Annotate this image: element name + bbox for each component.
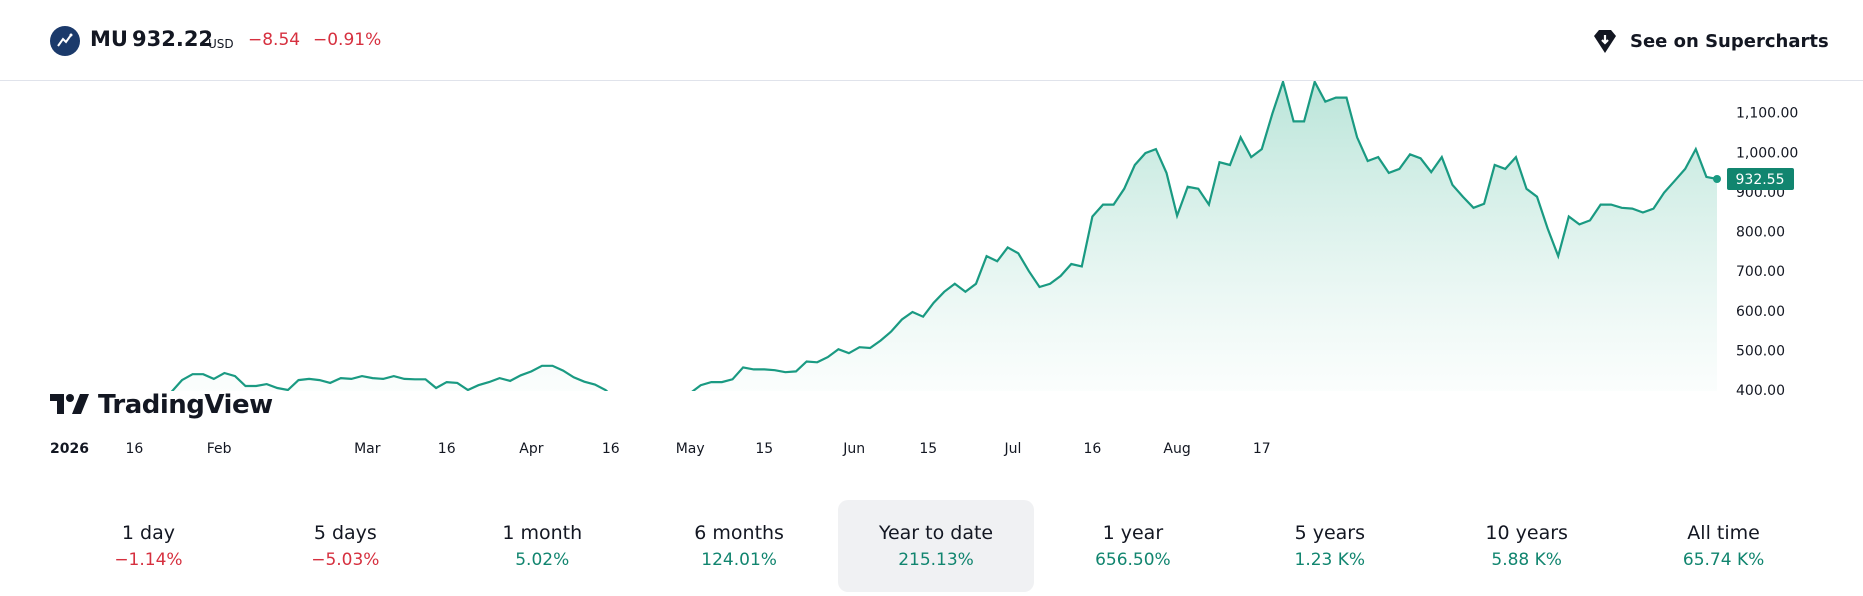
period-label: Year to date xyxy=(878,522,994,544)
period-label: All time xyxy=(1687,522,1760,544)
period-button-1-month[interactable]: 1 month 5.02% xyxy=(444,500,641,592)
x-axis-tick-label: 15 xyxy=(919,441,937,457)
period-label: 1 year xyxy=(1102,522,1164,544)
period-button-all-time[interactable]: All time 65.74 K% xyxy=(1625,500,1822,592)
period-label: 5 days xyxy=(313,522,377,544)
y-axis-tick-label: 700.00 xyxy=(1736,264,1785,280)
last-price-badge-label: 932.55 xyxy=(1736,172,1785,188)
period-label: 1 day xyxy=(121,522,175,544)
last-price-badge xyxy=(1727,168,1794,190)
period-change-value: 215.13% xyxy=(898,550,974,570)
x-axis-tick-label: Jul xyxy=(1004,441,1022,457)
period-label: 6 months xyxy=(694,522,784,544)
period-label: 5 years xyxy=(1294,522,1365,544)
price-area-fill xyxy=(55,81,1717,391)
currency-label: USD xyxy=(208,37,234,51)
x-axis-tick-label: 16 xyxy=(438,441,456,457)
x-axis-tick-label: 2026 xyxy=(50,441,89,457)
period-label: 1 month xyxy=(502,522,583,544)
x-axis-tick-label: May xyxy=(676,441,705,457)
symbol-header: MU 932.22 USD −8.54 −0.91% See on Superc… xyxy=(0,0,1863,81)
last-price-marker xyxy=(1713,175,1721,183)
period-label: 10 years xyxy=(1485,522,1568,544)
performance-periods: 1 day −1.14% 5 days −5.03% 1 month 5.02% 6 mon… xyxy=(50,500,1822,592)
tradingview-logo[interactable]: TradingView xyxy=(50,390,273,420)
y-axis-tick-label: 500.00 xyxy=(1736,343,1785,359)
y-axis-tick-label: 600.00 xyxy=(1736,304,1785,320)
period-button-1-day[interactable]: 1 day −1.14% xyxy=(50,500,247,592)
period-change-value: −5.03% xyxy=(311,550,380,570)
see-on-supercharts-button[interactable]: See on Supercharts xyxy=(1590,24,1829,58)
micron-logo-icon xyxy=(50,26,80,56)
price-change-percent: −0.91% xyxy=(313,30,382,50)
x-axis-tick-label: 16 xyxy=(1083,441,1101,457)
x-axis-tick-label: 16 xyxy=(602,441,620,457)
period-change-value: 124.01% xyxy=(701,550,777,570)
period-button-6-months[interactable]: 6 months 124.01% xyxy=(641,500,838,592)
period-change-value: −1.14% xyxy=(114,550,183,570)
supercharts-icon xyxy=(1594,30,1616,53)
period-button-5-years[interactable]: 5 years 1.23 K% xyxy=(1231,500,1428,592)
x-axis-tick-label: Mar xyxy=(354,441,381,457)
period-change-value: 5.88 K% xyxy=(1491,550,1562,570)
period-button-5-days[interactable]: 5 days −5.03% xyxy=(247,500,444,592)
tradingview-logo-icon xyxy=(50,394,89,414)
x-axis-tick-label: 16 xyxy=(125,441,143,457)
price-chart[interactable]: 400.00500.00600.00700.00800.00900.001,00… xyxy=(0,81,1863,471)
period-button-10-years[interactable]: 10 years 5.88 K% xyxy=(1428,500,1625,592)
last-price: 932.22 xyxy=(132,27,214,51)
x-axis-tick-label: Aug xyxy=(1163,441,1190,457)
x-axis-tick-label: 15 xyxy=(755,441,773,457)
see-on-supercharts-label: See on Supercharts xyxy=(1630,30,1829,52)
period-change-value: 1.23 K% xyxy=(1294,550,1366,570)
period-button-year-to-date[interactable]: Year to date 215.13% xyxy=(837,500,1035,592)
y-axis-tick-label: 1,000.00 xyxy=(1736,145,1798,161)
period-change-value: 656.50% xyxy=(1095,550,1171,570)
x-axis-tick-label: Jun xyxy=(842,441,865,457)
x-axis-tick-label: Feb xyxy=(207,441,232,457)
y-axis-tick-label: 800.00 xyxy=(1736,225,1785,241)
tradingview-wordmark: TradingView xyxy=(98,390,273,420)
period-change-value: 5.02% xyxy=(515,550,570,570)
period-change-value: 65.74 K% xyxy=(1682,550,1765,570)
ticker-symbol[interactable]: MU xyxy=(90,27,128,51)
y-axis-tick-label: 400.00 xyxy=(1736,383,1785,399)
period-button-1-year[interactable]: 1 year 656.50% xyxy=(1034,500,1231,592)
price-change: −8.54 xyxy=(248,30,301,50)
y-axis-tick-label: 1,100.00 xyxy=(1736,106,1798,122)
x-axis-tick-label: Apr xyxy=(519,441,543,457)
x-axis-tick-label: 17 xyxy=(1253,441,1271,457)
price-line-series xyxy=(170,81,1718,391)
